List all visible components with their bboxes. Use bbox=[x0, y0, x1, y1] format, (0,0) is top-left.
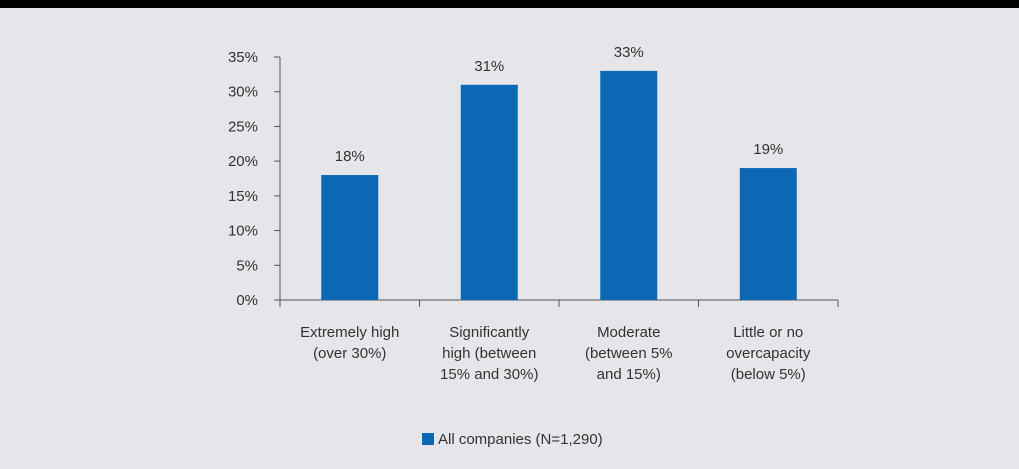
top-border bbox=[0, 0, 1019, 8]
bar bbox=[600, 70, 658, 300]
legend-label: All companies (N=1,290) bbox=[438, 431, 603, 448]
x-category-label-line: (between 5% bbox=[585, 345, 673, 362]
x-category-label-line: high (between bbox=[442, 345, 536, 362]
data-label: 33% bbox=[614, 44, 644, 61]
x-category-label: Little or no overcapacity (below 5%) bbox=[726, 324, 811, 383]
y-tick-label: 0% bbox=[236, 292, 258, 309]
x-category-label: Moderate (between 5% and 15%) bbox=[585, 324, 673, 383]
x-category-label-line: Significantly bbox=[449, 324, 530, 341]
x-category-label-line: Little or no bbox=[733, 324, 803, 341]
y-tick-label: 25% bbox=[228, 118, 258, 135]
x-category-label-line: (below 5%) bbox=[731, 366, 806, 383]
y-tick-label: 10% bbox=[228, 223, 258, 240]
data-label: 18% bbox=[335, 148, 365, 165]
data-label: 31% bbox=[474, 58, 504, 75]
x-category-label: Extremely high (over 30%) bbox=[300, 324, 399, 362]
chart-bars: 18% 31% 33% 19% bbox=[321, 44, 797, 301]
chart-axes: 0% 5% 10% 15% 20% 25% 30% 35% Extremely high (ove… bbox=[228, 49, 839, 383]
y-tick-label: 15% bbox=[228, 188, 258, 205]
x-category-label-line: and 15%) bbox=[597, 366, 661, 383]
x-category-label: Significantly high (between 15% and 30%) bbox=[440, 324, 538, 383]
bar bbox=[321, 175, 379, 300]
x-category-label-line: overcapacity bbox=[726, 345, 811, 362]
legend-swatch bbox=[422, 433, 434, 445]
x-category-label-line: 15% and 30%) bbox=[440, 366, 538, 383]
chart-legend: All companies (N=1,290) bbox=[422, 431, 603, 448]
x-category-label-line: (over 30%) bbox=[313, 345, 386, 362]
y-tick-label: 20% bbox=[228, 153, 258, 170]
x-category-label-line: Moderate bbox=[597, 324, 660, 341]
bar bbox=[739, 168, 797, 300]
y-tick-label: 35% bbox=[228, 49, 258, 66]
x-category-label-line: Extremely high bbox=[300, 324, 399, 341]
y-tick-label: 5% bbox=[236, 257, 258, 274]
y-tick-label: 30% bbox=[228, 84, 258, 101]
bar bbox=[460, 84, 518, 301]
data-label: 19% bbox=[753, 141, 783, 158]
